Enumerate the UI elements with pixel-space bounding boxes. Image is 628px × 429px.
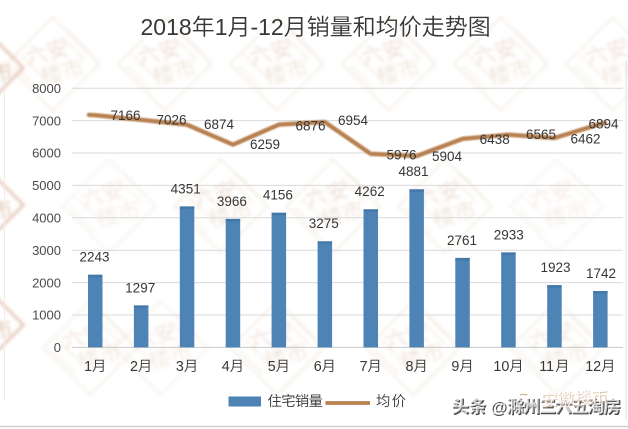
svg-text:11: 11 (539, 359, 554, 375)
svg-text:@: @ (492, 399, 508, 417)
svg-text:3: 3 (176, 359, 184, 375)
svg-text:8: 8 (406, 359, 414, 375)
svg-text:10: 10 (493, 359, 509, 375)
svg-text:6894: 6894 (588, 116, 619, 131)
svg-text:@: @ (494, 401, 510, 419)
svg-text:2933: 2933 (494, 227, 524, 242)
svg-text:6874: 6874 (204, 117, 235, 132)
svg-text:1923: 1923 (540, 260, 570, 275)
svg-text:6438: 6438 (480, 132, 510, 147)
svg-text:0: 0 (54, 340, 61, 355)
svg-text:4000: 4000 (32, 211, 61, 226)
svg-text:12: 12 (258, 14, 284, 40)
svg-text:8000: 8000 (32, 81, 61, 96)
svg-text:@: @ (490, 398, 506, 416)
svg-text:2000: 2000 (32, 275, 61, 290)
svg-text:6954: 6954 (338, 113, 369, 128)
svg-text:1742: 1742 (586, 266, 616, 281)
svg-text:7000: 7000 (32, 113, 61, 128)
svg-text:4: 4 (222, 359, 230, 375)
svg-text:6565: 6565 (526, 127, 556, 142)
svg-text:3000: 3000 (32, 243, 61, 258)
svg-text:2761: 2761 (447, 233, 477, 248)
svg-text:5000: 5000 (32, 178, 61, 193)
svg-text:5904: 5904 (432, 149, 463, 164)
svg-text:-: - (251, 14, 259, 40)
svg-text:2018: 2018 (141, 14, 192, 40)
svg-text:6462: 6462 (570, 131, 600, 146)
svg-text:1: 1 (84, 359, 92, 375)
svg-text:6000: 6000 (32, 146, 61, 161)
svg-text:6876: 6876 (295, 118, 325, 133)
svg-text:3275: 3275 (309, 216, 339, 231)
svg-text:2: 2 (130, 359, 138, 375)
svg-text:4881: 4881 (398, 164, 428, 179)
svg-text:3966: 3966 (217, 194, 247, 209)
svg-text:9: 9 (451, 359, 459, 375)
svg-text:4262: 4262 (355, 184, 385, 199)
svg-text:4351: 4351 (171, 181, 201, 196)
svg-text:6: 6 (314, 359, 322, 375)
svg-text:5976: 5976 (386, 147, 416, 162)
svg-text:4156: 4156 (263, 188, 293, 203)
svg-text:7166: 7166 (110, 108, 140, 123)
svg-text:5: 5 (268, 359, 276, 375)
svg-text:~: ~ (519, 386, 530, 404)
svg-text:7026: 7026 (156, 112, 186, 127)
svg-text:1: 1 (215, 14, 228, 40)
svg-text:2243: 2243 (79, 250, 109, 265)
svg-text:7: 7 (360, 359, 368, 375)
svg-text:6259: 6259 (250, 137, 280, 152)
svg-text:1000: 1000 (32, 308, 61, 323)
svg-text:12: 12 (585, 359, 601, 375)
svg-text:1297: 1297 (125, 280, 155, 295)
